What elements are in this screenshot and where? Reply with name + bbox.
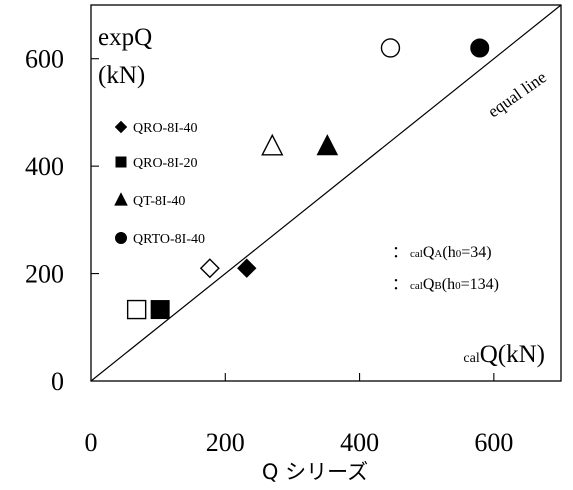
- legend-label: QRO-8I-20: [133, 156, 198, 171]
- y-tick-label: 0: [51, 367, 64, 396]
- fill-legend-sub: cal: [410, 248, 423, 260]
- corner-x-label: calQ(kN): [463, 341, 545, 368]
- y-axis-label: expQ: [98, 24, 152, 51]
- data-point-diamond-filled: [237, 258, 257, 278]
- fill-legend-sub: A: [434, 248, 442, 260]
- data-point-square-filled: [150, 300, 170, 320]
- fill-legend-prefix: ：: [392, 276, 408, 293]
- fill-legend-text: (h: [442, 244, 455, 261]
- equal-line-label: equal line: [484, 68, 549, 122]
- legend-label: QT-8I-40: [133, 194, 185, 209]
- fill-legend-text: (h: [442, 276, 455, 293]
- fill-legend: ： calQA(h0=34)： calQB(h0=134): [392, 244, 499, 293]
- y-ticks: 0 200 400 600: [25, 45, 99, 396]
- y-tick-label: 400: [25, 152, 64, 181]
- x-ticks: 0 200 400 600: [85, 373, 513, 457]
- data-point-diamond-open: [199, 258, 220, 279]
- x-tick-label: 600: [474, 428, 513, 457]
- fill-legend-prefix: ：: [392, 244, 408, 261]
- data-point-square-open: [126, 299, 147, 320]
- legend-label: QRO-8I-40: [133, 121, 198, 136]
- fill-legend-main: Q: [423, 276, 435, 293]
- fill-legend-entry: ： calQA(h0=34): [392, 244, 492, 261]
- y-tick-label: 200: [25, 260, 64, 289]
- legend-marker-triangle: [114, 192, 128, 206]
- x-tick-label: 200: [206, 428, 245, 457]
- x-tick-label: 0: [85, 428, 98, 457]
- fill-legend-entry: ： calQB(h0=134): [392, 276, 499, 293]
- legend-marker-square: [115, 156, 127, 168]
- legend-label: QRTO-8I-40: [133, 232, 205, 247]
- y-tick-label: 600: [25, 45, 64, 74]
- corner-x-label-sub: cal: [463, 351, 479, 366]
- fill-legend-text: =134): [461, 276, 499, 293]
- data-point-circle-filled: [470, 38, 490, 58]
- plot-frame: [90, 4, 562, 382]
- x-tick-label: 400: [340, 428, 379, 457]
- y-axis-unit: (kN): [98, 62, 145, 89]
- data-point-triangle-filled: [316, 134, 339, 156]
- fill-legend-main: Q: [423, 244, 435, 261]
- fill-legend-text: =34): [461, 244, 491, 261]
- corner-x-label-main: Q(kN): [480, 341, 545, 368]
- legend: QRO-8I-40 QRO-8I-20 QT-8I-40 QRTO-8I-40: [114, 120, 205, 247]
- legend-marker-circle: [115, 232, 127, 244]
- data-points: [126, 38, 490, 320]
- fill-legend-sub: cal: [410, 280, 423, 292]
- fill-legend-sub: 0: [456, 248, 462, 260]
- fill-legend-sub: 0: [455, 280, 461, 292]
- x-axis-label: Q シリーズ: [262, 460, 368, 484]
- equal-line: [90, 4, 562, 382]
- fill-legend-sub: B: [434, 280, 441, 292]
- data-point-circle-open: [380, 38, 401, 58]
- legend-marker-diamond: [114, 120, 128, 134]
- data-point-triangle-open: [261, 133, 284, 156]
